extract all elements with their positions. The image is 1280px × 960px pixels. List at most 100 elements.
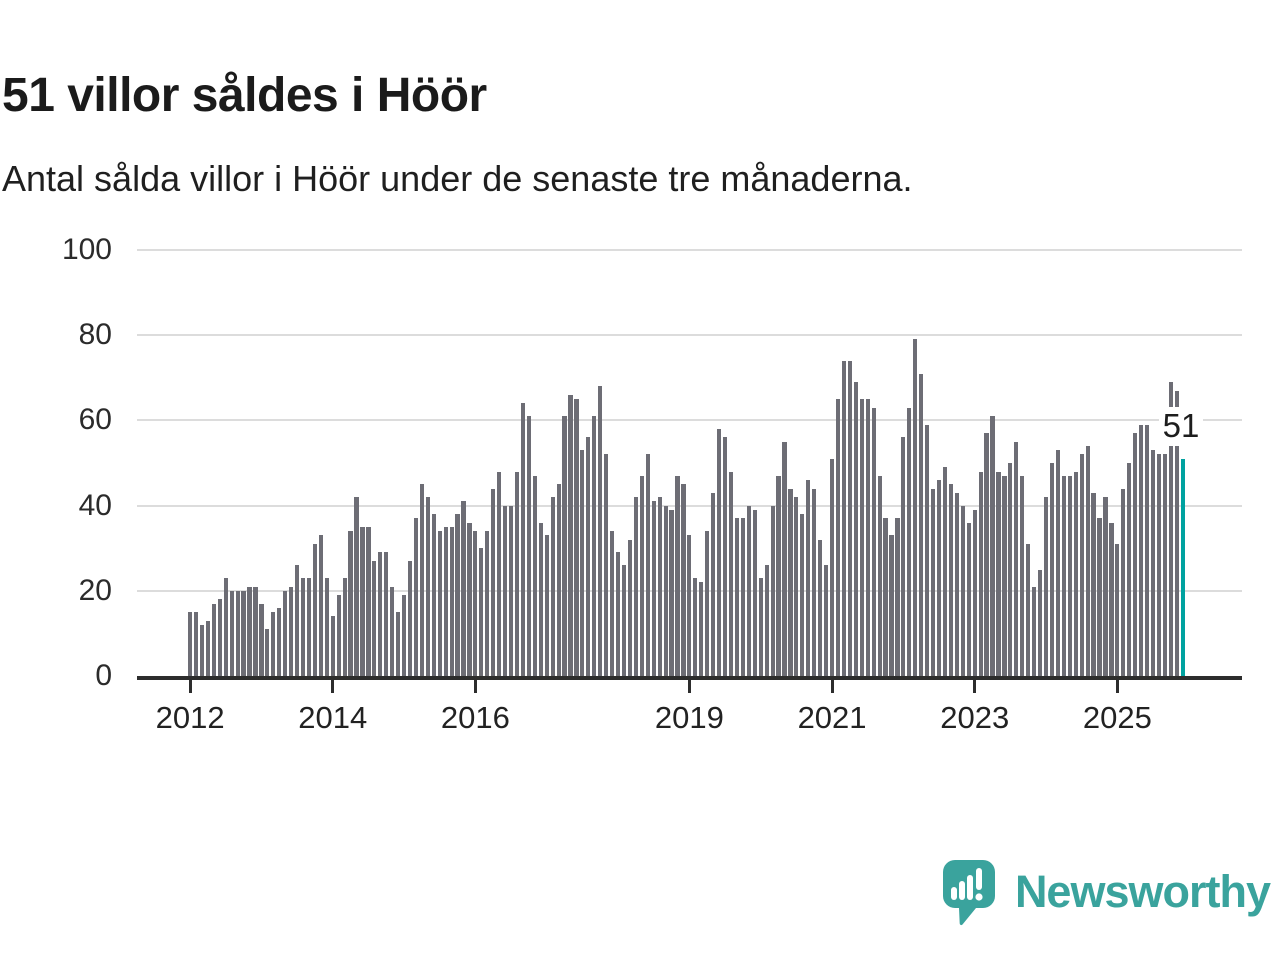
bar <box>1157 454 1161 676</box>
bar <box>669 510 673 676</box>
brand-name: Newsworthy <box>1015 866 1270 918</box>
y-gridline <box>137 419 1242 421</box>
bar <box>1163 454 1167 676</box>
bar <box>414 518 418 676</box>
bar <box>967 523 971 676</box>
bar <box>1056 450 1060 676</box>
bar <box>224 578 228 676</box>
bar <box>818 540 822 676</box>
bar <box>705 531 709 676</box>
bar <box>973 510 977 676</box>
bar <box>503 506 507 676</box>
y-gridline <box>137 249 1242 251</box>
bar <box>450 527 454 676</box>
bar <box>598 386 602 676</box>
bar <box>218 599 222 676</box>
bar <box>372 561 376 676</box>
bar <box>432 514 436 676</box>
bar <box>241 591 245 676</box>
bar <box>913 339 917 676</box>
bar <box>485 531 489 676</box>
bar <box>735 518 739 676</box>
bar <box>1020 476 1024 676</box>
bar <box>1032 587 1036 676</box>
bar <box>765 565 769 676</box>
bar <box>830 459 834 676</box>
x-axis-tick <box>1116 680 1119 693</box>
bar <box>408 561 412 676</box>
y-axis-tick-label: 40 <box>37 491 112 521</box>
bar <box>907 408 911 676</box>
bar <box>1127 463 1131 676</box>
bar <box>283 591 287 676</box>
bar <box>289 587 293 676</box>
bar <box>200 625 204 676</box>
bar <box>824 565 828 676</box>
bar <box>271 612 275 676</box>
x-axis-tick <box>831 680 834 693</box>
bar <box>473 531 477 676</box>
bar <box>467 523 471 676</box>
bar <box>539 523 543 676</box>
bar <box>247 587 251 676</box>
x-axis-tick-label: 2023 <box>915 702 1035 733</box>
bar <box>521 403 525 676</box>
bar <box>812 489 816 676</box>
bar <box>277 608 281 676</box>
bar <box>889 535 893 676</box>
bar <box>1038 570 1042 677</box>
bar <box>194 612 198 676</box>
bar <box>402 595 406 676</box>
bar <box>360 527 364 676</box>
bar <box>717 429 721 676</box>
bar <box>444 527 448 676</box>
bar <box>384 552 388 676</box>
bar <box>747 506 751 676</box>
bar <box>883 518 887 676</box>
bar <box>509 506 513 676</box>
bar <box>574 399 578 676</box>
bar <box>640 476 644 676</box>
y-gridline <box>137 334 1242 336</box>
bar <box>515 472 519 676</box>
bar <box>1026 544 1030 676</box>
bar <box>943 467 947 676</box>
bar <box>652 501 656 676</box>
x-axis-tick-label: 2019 <box>629 702 749 733</box>
bar <box>961 506 965 676</box>
x-axis-tick-label: 2012 <box>130 702 250 733</box>
y-axis-tick-label: 80 <box>37 320 112 350</box>
y-axis-tick-label: 0 <box>37 661 112 691</box>
bar <box>955 493 959 676</box>
bar <box>1139 425 1143 676</box>
page-title: 51 villor såldes i Höör <box>2 68 1262 123</box>
bar <box>699 582 703 676</box>
bar <box>1091 493 1095 676</box>
bar <box>711 493 715 676</box>
brand-footer: Newsworthy <box>943 858 1270 930</box>
bar <box>664 506 668 676</box>
y-axis-tick-label: 20 <box>37 576 112 606</box>
bar <box>616 552 620 676</box>
bar <box>366 527 370 676</box>
bar <box>878 476 882 676</box>
bar <box>949 484 953 676</box>
bar <box>1151 450 1155 676</box>
bar <box>568 395 572 676</box>
bar <box>1133 433 1137 676</box>
bar <box>729 472 733 676</box>
bar <box>628 540 632 676</box>
bar <box>634 497 638 676</box>
bar <box>325 578 329 676</box>
bar <box>693 578 697 676</box>
bar <box>979 472 983 676</box>
x-axis-tick-label: 2021 <box>772 702 892 733</box>
bar <box>396 612 400 676</box>
bar <box>562 416 566 676</box>
bar <box>420 484 424 676</box>
bar <box>592 416 596 676</box>
bar <box>479 548 483 676</box>
bar <box>854 382 858 676</box>
bar <box>1062 476 1066 676</box>
bar <box>586 437 590 676</box>
